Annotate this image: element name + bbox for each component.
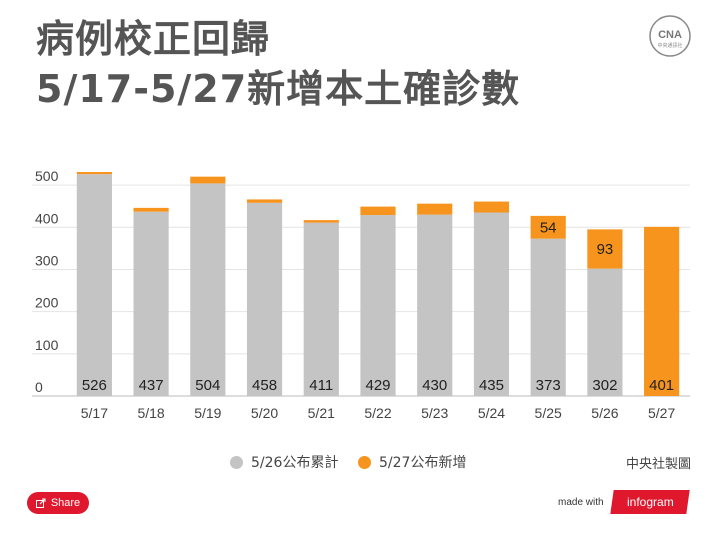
legend-item-new: 5/27公布新增 [358, 452, 466, 472]
bar-base [133, 211, 169, 396]
bar-increment [473, 201, 510, 213]
y-tick-label: 500 [35, 168, 59, 184]
bar-increment [587, 229, 623, 269]
x-tick-label: 5/27 [648, 405, 675, 421]
infogram-brand: infogram [626, 495, 674, 509]
y-tick-label: 400 [35, 210, 59, 226]
chart-svg: 0 100 200 300 400 500 526 5/17 437 5/18 504 5/19 458… [32, 168, 690, 421]
share-button[interactable]: Share [27, 492, 89, 514]
x-tick-label: 5/18 [137, 405, 164, 421]
legend-dot-base [230, 455, 243, 469]
data-label: 526 [82, 377, 107, 394]
x-tick-label: 5/23 [421, 405, 448, 421]
data-label: 435 [479, 377, 504, 394]
cna-logo: CNA 中央通訊社 [648, 14, 692, 58]
data-label: 458 [252, 377, 277, 394]
bar-increment [530, 215, 566, 239]
legend-item-base: 5/26公布累計 [230, 452, 338, 472]
data-label: 430 [422, 377, 447, 394]
data-label: 401 [649, 377, 674, 394]
bar-increment [246, 199, 283, 203]
x-tick-label: 5/24 [478, 405, 505, 421]
bar-increment [644, 226, 680, 396]
bar-base [246, 202, 283, 396]
chart-area: 0 100 200 300 400 500 526 5/17 437 5/18 504 5/19 458… [0, 150, 720, 430]
bar-base [530, 238, 566, 396]
bar-chart: 0 100 200 300 400 500 526 5/17 437 5/18 504 5/19 458… [0, 150, 720, 430]
title-block: 病例校正回歸 5/17-5/27新增本土確診數 [36, 14, 520, 114]
infogram-link[interactable]: infogram [610, 490, 690, 514]
source-credit: 中央社製圖 [626, 457, 692, 472]
share-label: Share [50, 497, 81, 509]
bar-base [360, 215, 396, 396]
bar-increment [190, 176, 226, 184]
chart-subtitle: 5/17-5/27新增本土確診數 [36, 67, 521, 111]
chart-title: 病例校正回歸 [36, 17, 271, 61]
data-label-increment: 54 [540, 219, 557, 236]
bar-increment [76, 172, 112, 175]
data-label: 504 [195, 377, 220, 394]
data-label: 429 [365, 377, 390, 394]
made-with-text: made with [558, 497, 604, 508]
logo-text: CNA [658, 29, 682, 41]
x-tick-label: 5/25 [535, 405, 562, 421]
bar-base [303, 222, 339, 396]
bar-increment [360, 206, 396, 216]
x-tick-label: 5/19 [194, 405, 221, 421]
data-label: 373 [536, 377, 561, 394]
bar-increment [417, 203, 453, 215]
legend-label-base: 5/26公布累計 [251, 455, 339, 471]
y-tick-label: 100 [35, 337, 59, 353]
bar-increment [133, 207, 169, 212]
legend-label-new: 5/27公布新增 [379, 455, 467, 471]
y-tick-label: 300 [35, 252, 59, 268]
x-tick-label: 5/21 [308, 405, 335, 421]
x-tick-label: 5/20 [251, 405, 278, 421]
data-label: 411 [309, 377, 333, 394]
legend-dot-new [358, 455, 371, 469]
bar-base [473, 212, 510, 396]
bar-base [190, 183, 226, 396]
x-tick-label: 5/22 [364, 405, 391, 421]
bar-base [587, 268, 623, 396]
logo-subtext: 中央通訊社 [657, 42, 682, 49]
bar-increment [303, 220, 339, 223]
data-label: 437 [139, 377, 164, 394]
bar-base [417, 214, 453, 396]
share-icon [35, 498, 46, 508]
y-tick-label: 200 [35, 295, 59, 311]
data-label: 302 [592, 377, 617, 394]
legend: 5/26公布累計 5/27公布新增 [0, 452, 720, 472]
data-label-increment: 93 [597, 241, 614, 258]
x-tick-label: 5/17 [81, 405, 108, 421]
y-tick-label: 0 [35, 379, 43, 395]
x-tick-label: 5/26 [591, 405, 618, 421]
bar-base [76, 174, 112, 396]
